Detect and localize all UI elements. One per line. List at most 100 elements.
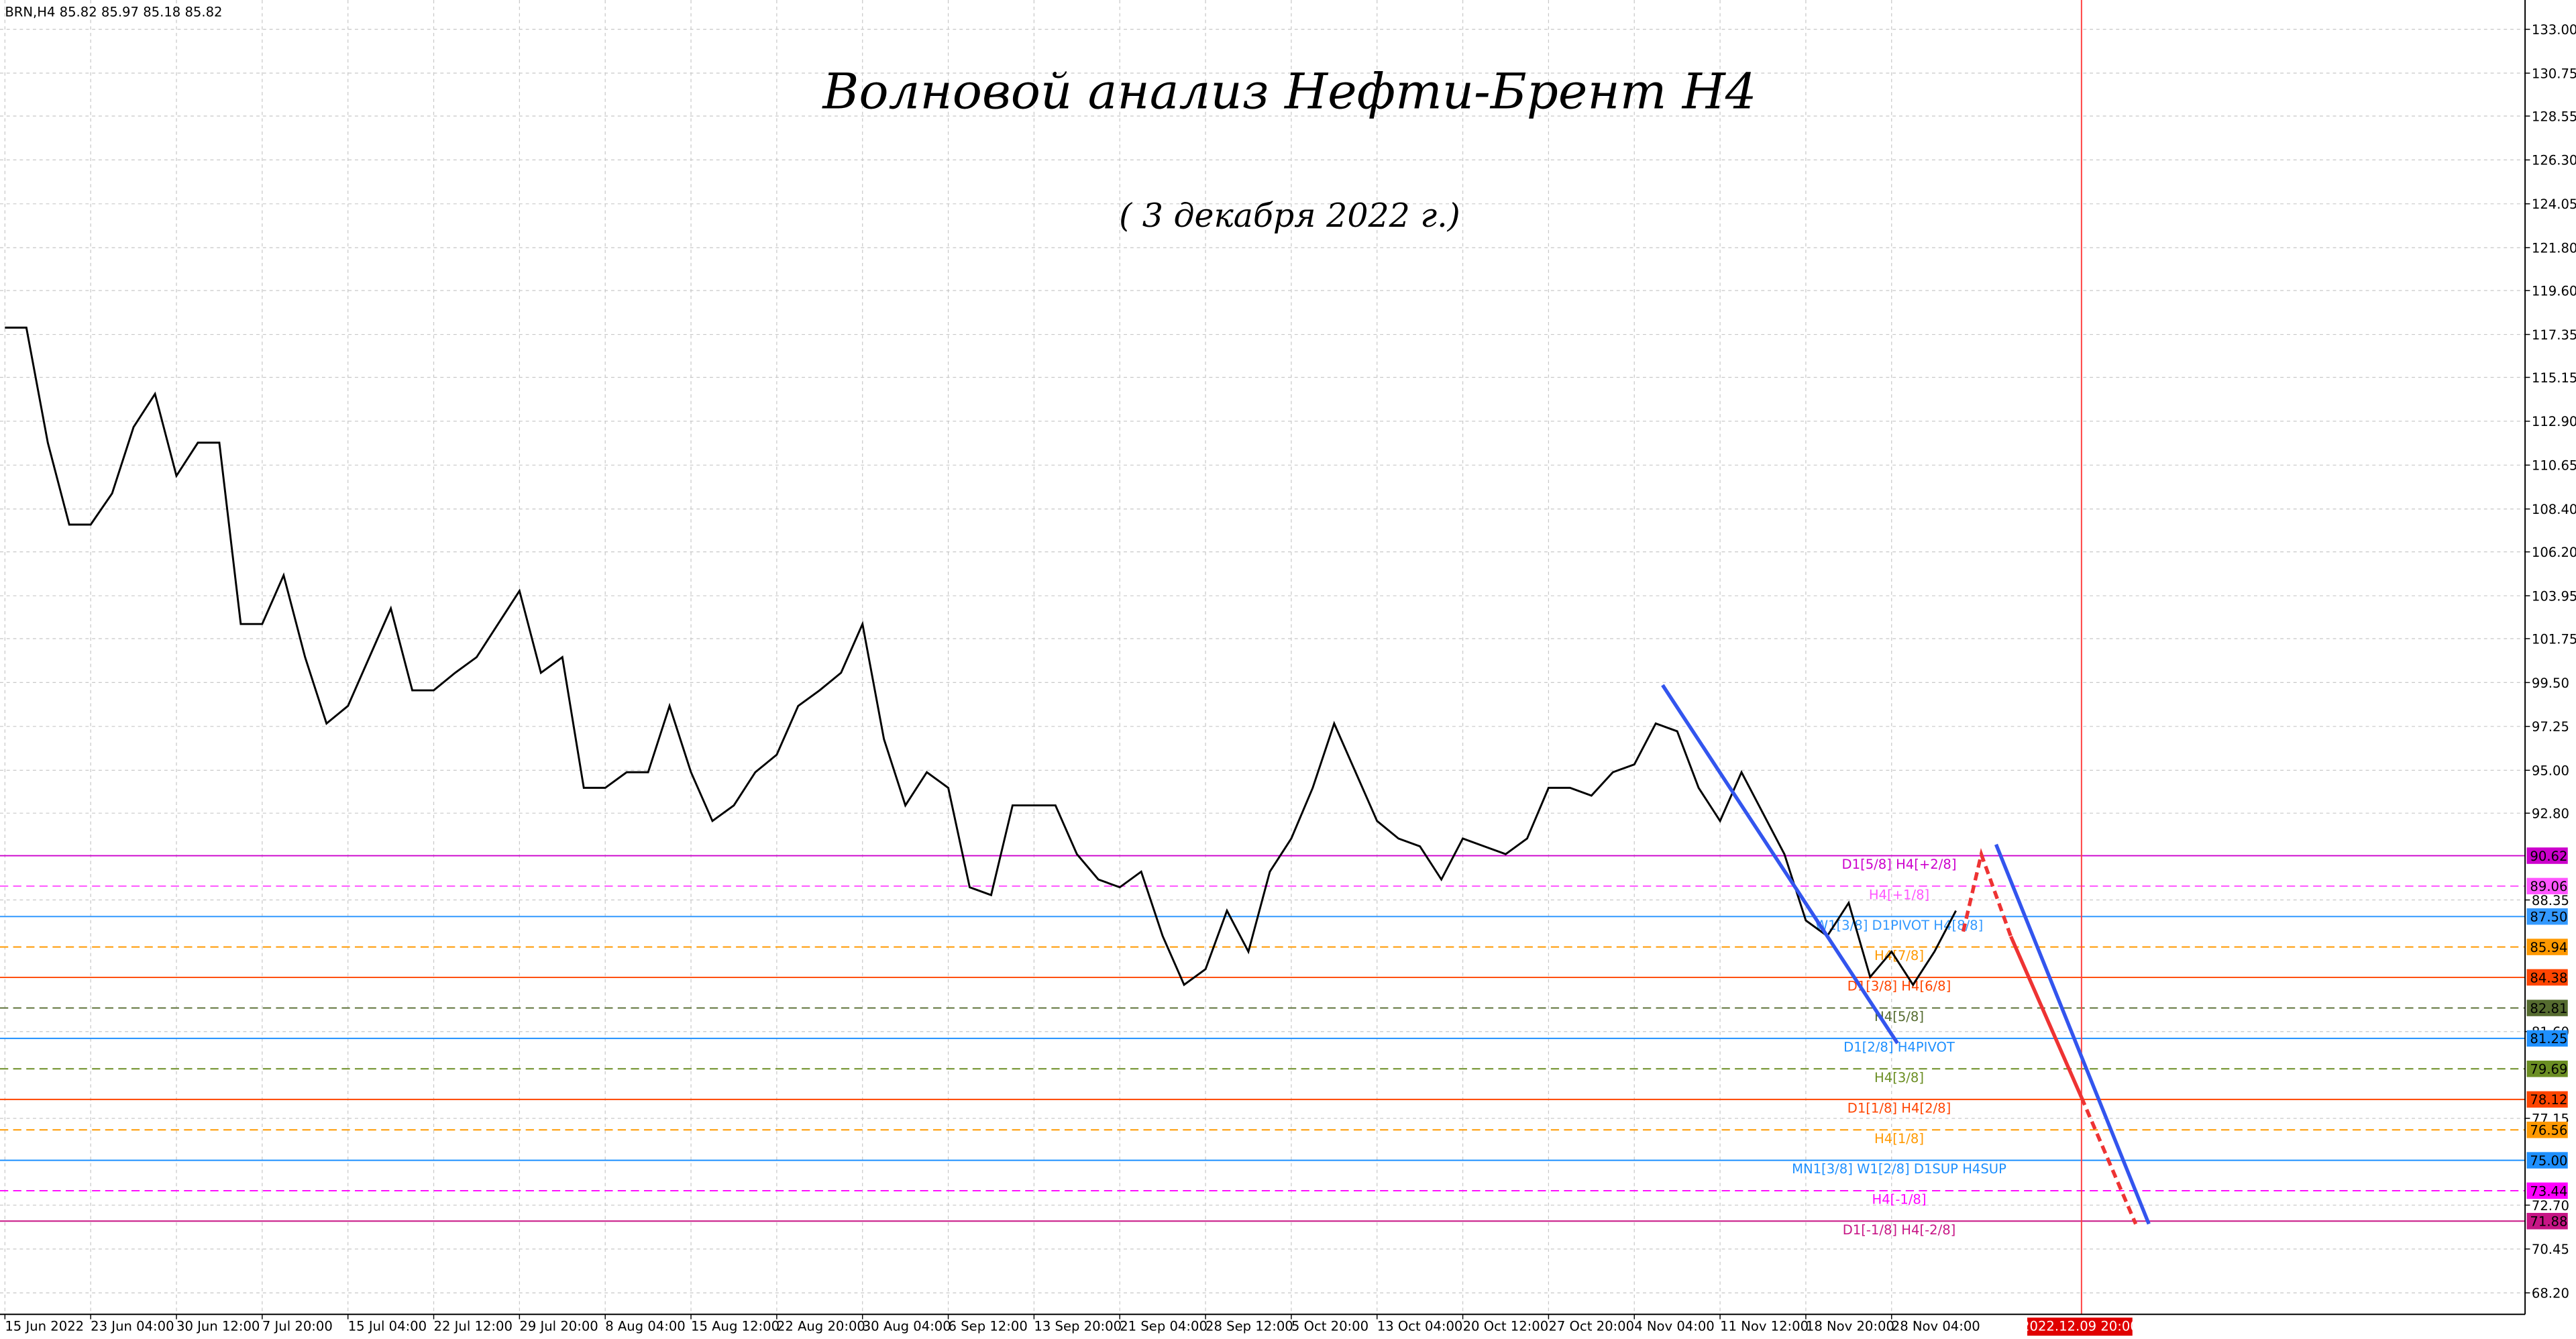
y-tick-label: 68.20 <box>2532 1286 2569 1301</box>
price-box <box>2526 908 2568 925</box>
price-box <box>2526 1121 2568 1138</box>
level-label: H4[+1/8] <box>1869 887 1929 902</box>
x-tick-label: 13 Oct 04:00 <box>1377 1319 1463 1334</box>
x-tick-label: 7 Jul 20:00 <box>262 1319 333 1334</box>
levels: D1[5/8] H4[+2/8] H4[+1/8] W1[3/8] D1PIVOT … <box>0 855 2526 1238</box>
level-label: H4[7/8] <box>1874 948 1924 963</box>
forecast-solid <box>2009 935 2084 1099</box>
y-tick-label: 115.15 <box>2532 370 2576 386</box>
y-tick-label: 103.95 <box>2532 588 2576 604</box>
y-tick-label: 112.90 <box>2532 414 2576 429</box>
level-label: D1[3/8] H4[6/8] <box>1847 979 1951 994</box>
price-box-label: 82.81 <box>2530 1001 2567 1016</box>
y-tick-label: 128.55 <box>2532 109 2576 124</box>
x-tick-label: 18 Nov 20:00 <box>1806 1319 1894 1334</box>
level-label: D1[1/8] H4[2/8] <box>1847 1100 1951 1116</box>
forecast-dashed <box>1961 848 2013 937</box>
price-box <box>2526 1213 2568 1230</box>
price-box-label: 87.50 <box>2530 910 2567 925</box>
price-box <box>2526 1061 2568 1077</box>
price-box <box>2526 1182 2568 1199</box>
level-label: H4[1/8] <box>1874 1131 1924 1146</box>
price-box-label: 85.94 <box>2530 940 2567 955</box>
cursor-label: 2022.12.09 20:00 <box>2021 1319 2139 1334</box>
trend-line <box>1661 684 1899 1045</box>
x-tick-label: 29 Jul 20:00 <box>519 1319 598 1334</box>
x-tick-label: 5 Oct 20:00 <box>1291 1319 1368 1334</box>
chart-title: Волновой анализ Нефти-Брент Н4 <box>821 64 1756 121</box>
level-label: D1[2/8] H4PIVOT <box>1843 1040 1955 1055</box>
y-tick-label: 130.75 <box>2532 66 2576 81</box>
price-box-label: 76.56 <box>2530 1123 2567 1138</box>
price-box <box>2526 1030 2568 1047</box>
trend-line <box>1994 843 2151 1225</box>
y-tick-label: 126.30 <box>2532 153 2576 168</box>
x-tick-label: 22 Jul 12:00 <box>434 1319 513 1334</box>
y-tick-label: 119.60 <box>2532 284 2576 299</box>
price-box-label: 79.69 <box>2530 1062 2567 1077</box>
level-label: H4[3/8] <box>1874 1070 1924 1085</box>
x-tick-label: 28 Sep 12:00 <box>1205 1319 1293 1334</box>
price-box <box>2526 877 2568 895</box>
x-tick-label: 8 Aug 04:00 <box>605 1319 686 1334</box>
price-box-label: 71.88 <box>2530 1214 2567 1230</box>
x-tick-label: 28 Nov 04:00 <box>1892 1319 1980 1334</box>
y-tick-label: 101.75 <box>2532 631 2576 647</box>
price-box <box>2526 1152 2568 1169</box>
price-box-label: 90.62 <box>2530 849 2567 864</box>
x-tick-label: 27 Oct 20:00 <box>1548 1319 1634 1334</box>
y-tick-label: 70.45 <box>2532 1242 2569 1257</box>
y-tick-label: 117.35 <box>2532 327 2576 343</box>
x-tick-label: 30 Aug 04:00 <box>863 1319 951 1334</box>
header: BRN,H4 85.82 85.97 85.18 85.82 <box>5 5 222 20</box>
price-box <box>2526 1091 2568 1108</box>
level-label: MN1[3/8] W1[2/8] D1SUP H4SUP <box>1792 1161 2006 1177</box>
price-box <box>2526 939 2568 955</box>
y-tick-label: 124.05 <box>2532 197 2576 212</box>
price-box <box>2526 1000 2568 1016</box>
x-tick-label: 11 Nov 12:00 <box>1720 1319 1809 1334</box>
price-box-label: 84.38 <box>2530 970 2567 985</box>
x-tick-label: 13 Sep 20:00 <box>1034 1319 1122 1334</box>
y-tick-label: 121.80 <box>2532 241 2576 256</box>
y-tick-label: 110.65 <box>2532 458 2576 474</box>
x-tick-label: 23 Jun 04:00 <box>91 1319 174 1334</box>
price <box>5 326 1957 987</box>
y-tick-label: 108.40 <box>2532 502 2576 517</box>
x-tick-label: 15 Jul 04:00 <box>348 1319 427 1334</box>
y-tick-label: 106.20 <box>2532 545 2576 560</box>
price-box-label: 73.44 <box>2530 1183 2567 1199</box>
level-label: D1[-1/8] H4[-2/8] <box>1843 1222 1956 1238</box>
x-tick-label: 30 Jun 12:00 <box>176 1319 260 1334</box>
price-box-label: 78.12 <box>2530 1092 2567 1108</box>
y-tick-label: 99.50 <box>2532 676 2569 691</box>
price-box-label: 75.00 <box>2530 1153 2567 1169</box>
price-box <box>2526 847 2568 864</box>
forecast-dashed <box>2080 1096 2138 1225</box>
level-label: D1[5/8] H4[+2/8] <box>1842 857 1957 872</box>
y-tick-label: 97.25 <box>2532 719 2569 735</box>
price-box <box>2526 969 2568 986</box>
x-tick-label: 4 Nov 04:00 <box>1634 1319 1715 1334</box>
y-tick-label: 92.80 <box>2532 806 2569 822</box>
grid <box>0 0 2526 1315</box>
y-tick-label: 133.00 <box>2532 22 2576 38</box>
y-tick-label: 88.35 <box>2532 893 2569 908</box>
x-tick-label: 15 Jun 2022 <box>5 1319 84 1334</box>
level-label: H4[5/8] <box>1874 1009 1924 1024</box>
y-tick-label: 72.70 <box>2532 1198 2569 1214</box>
price-box-label: 89.06 <box>2530 879 2567 894</box>
cursor-label-box <box>2027 1318 2133 1336</box>
forecast-lines <box>1661 684 2151 1225</box>
axis-labels: 133.00 130.75 128.55 126.30 124.05 121.80 119.… <box>4 22 2576 1334</box>
chart-subtitle: ( 3 декабря 2022 г.) <box>1119 197 1460 235</box>
x-tick-label: 20 Oct 12:00 <box>1463 1319 1549 1334</box>
level-label: W1[3/8] D1PIVOT H4[8/8] <box>1815 918 1984 933</box>
y-tick-label: 95.00 <box>2532 763 2569 779</box>
x-tick-label: 6 Sep 12:00 <box>949 1319 1028 1334</box>
level-label: H4[-1/8] <box>1872 1192 1927 1208</box>
price-box-label: 81.25 <box>2530 1031 2567 1047</box>
